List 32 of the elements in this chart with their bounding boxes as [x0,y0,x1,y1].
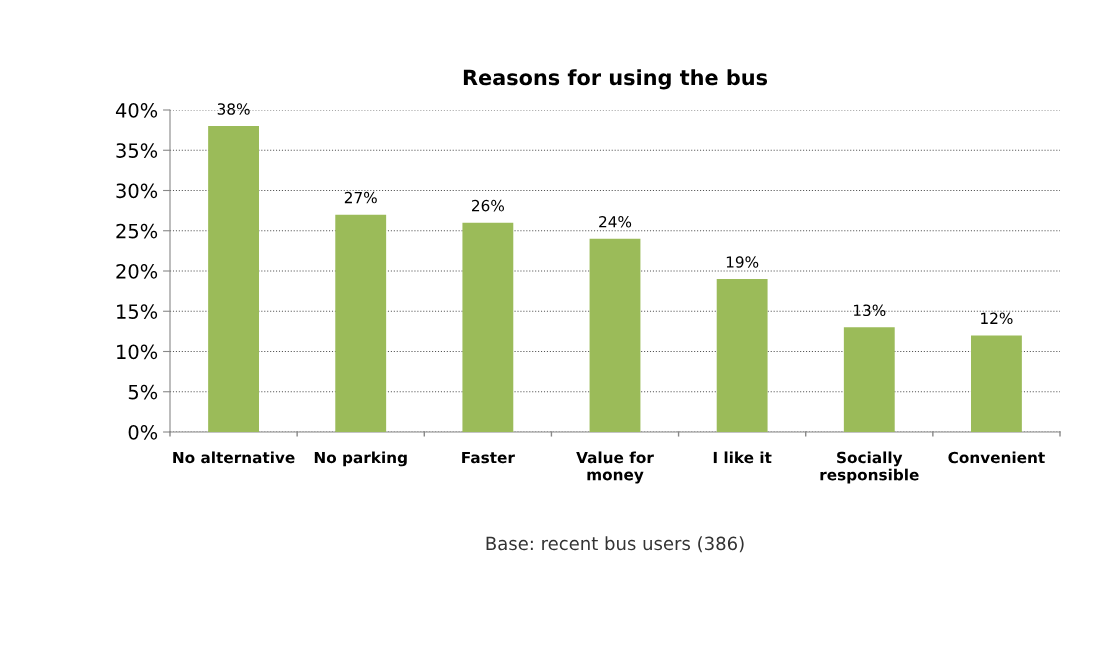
chart-title: Reasons for using the bus [463,69,768,90]
x-tick-label: No parking [314,451,407,467]
bar [208,126,259,432]
bar [462,222,514,432]
data-label: 24% [599,215,632,228]
x-tick-label: Value for money [576,451,654,484]
y-tick-label: 30% [116,183,158,199]
data-label: 26% [472,199,504,212]
y-tick-label: 0% [128,424,158,440]
text: Base: recent bus users (386) [486,536,744,553]
data-label: 19% [726,256,759,268]
data-label: 13% [853,304,886,317]
y-tick-label: 20% [116,263,158,279]
bar [335,214,387,432]
y-tick-label: 40% [115,102,158,118]
y-tick-label: 5% [128,384,158,400]
x-tick-label: Socially responsible [820,451,919,484]
y-tick-label: 35% [116,143,158,158]
x-tick-label: I like it [713,451,772,464]
y-tick-label: 25% [116,223,158,239]
x-tick-label: Convenient [948,451,1045,464]
x-tick-label: Faster [462,451,515,464]
bar [843,327,895,432]
bar [971,335,1022,432]
data-label: 12% [981,312,1013,325]
data-label: 27% [344,191,377,204]
x-tick-label: No alternative [173,451,295,464]
data-label: 38% [217,103,250,115]
bar [716,279,768,432]
y-tick-label: 15% [117,304,158,319]
bar [589,238,641,432]
y-tick-label: 10% [117,344,158,360]
